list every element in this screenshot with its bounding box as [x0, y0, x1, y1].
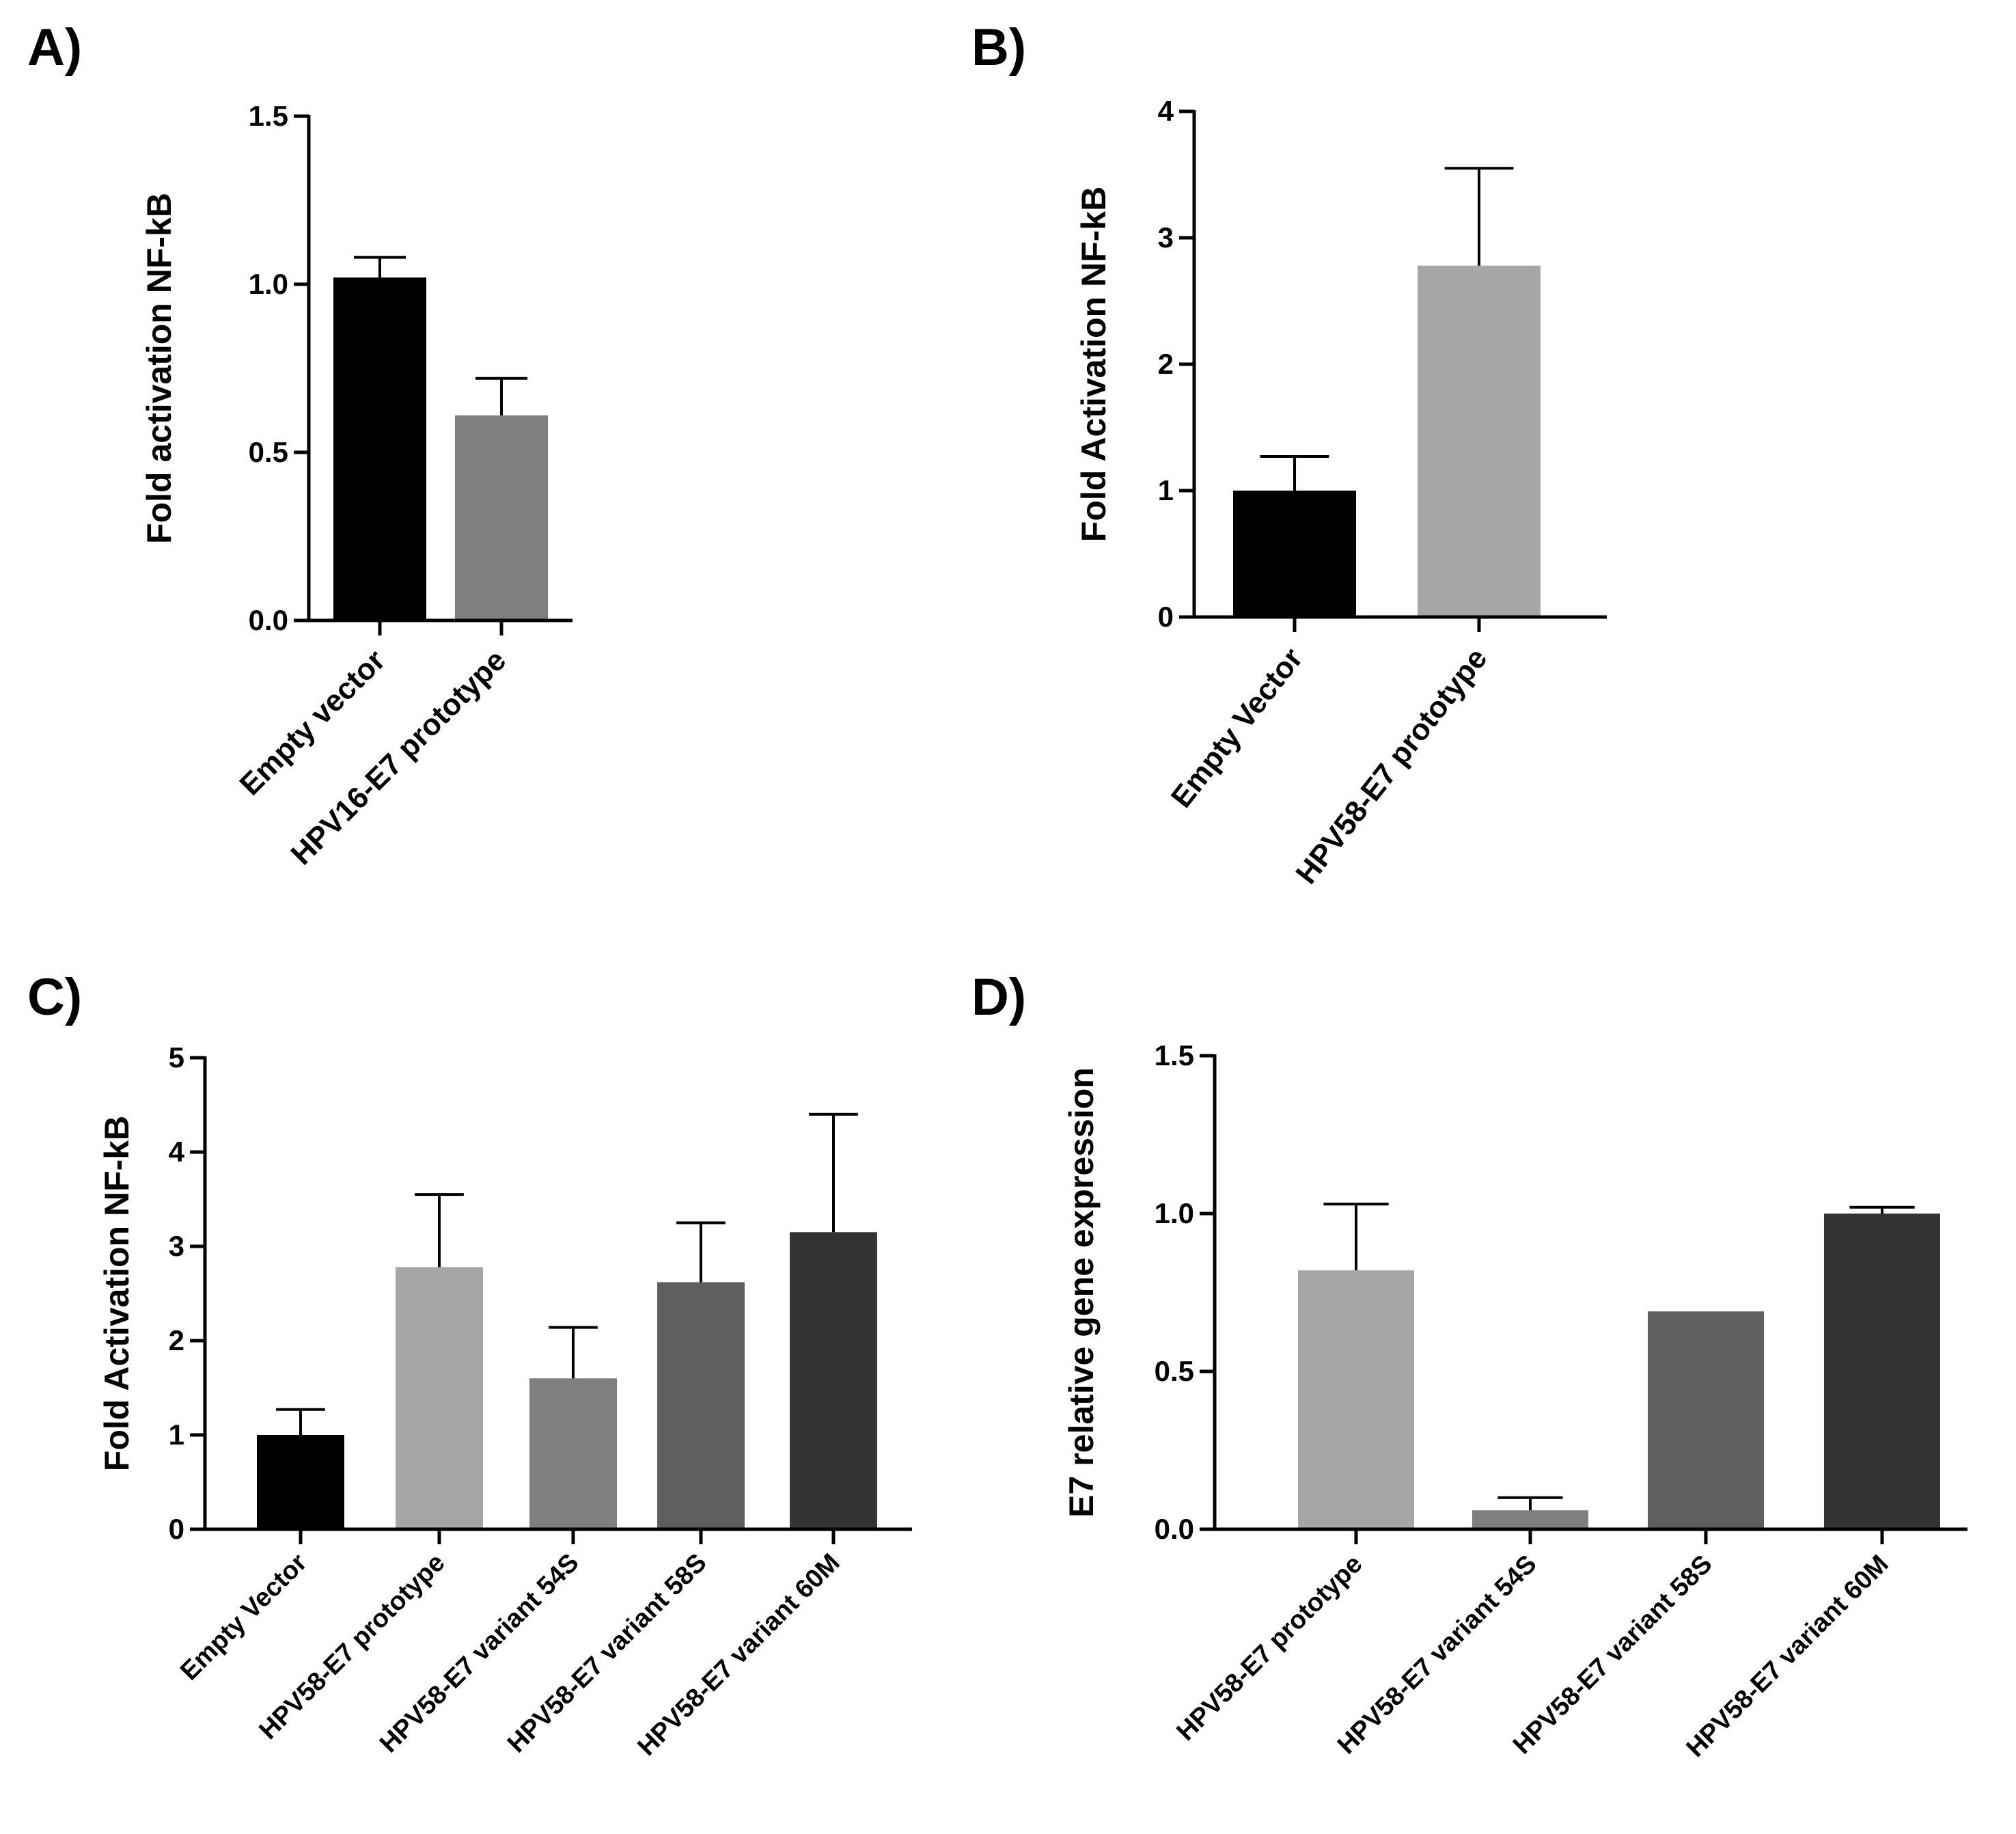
error-bar-2 — [475, 377, 528, 415]
panel-label: A) — [27, 18, 82, 77]
bar-1 — [257, 1435, 344, 1529]
panel-label: C) — [27, 968, 82, 1026]
bar-2 — [396, 1267, 483, 1529]
y-tick-label: 1 — [169, 1419, 184, 1451]
category-label-1: HPV58-E7 prototype — [1172, 1550, 1368, 1747]
error-bar-1 — [353, 256, 406, 278]
error-bar-4 — [1849, 1205, 1915, 1214]
y-tick-label: 4 — [169, 1136, 185, 1168]
bar-1 — [333, 277, 426, 620]
y-tick-label: 1.0 — [1155, 1197, 1194, 1229]
bar-1 — [1298, 1270, 1414, 1529]
y-tick-label: 0.0 — [249, 604, 288, 636]
y-tick-label: 1 — [1158, 474, 1174, 506]
category-label-1: Empty Vector — [175, 1548, 313, 1686]
chart-panel-D: D) E7 relative gene expression 0.0 0.5 1.0 1.… — [971, 968, 1967, 1763]
y-tick-label: 2 — [169, 1324, 184, 1356]
y-tick-label: 0 — [1158, 601, 1174, 633]
bar-2 — [1418, 265, 1541, 617]
panel-label: B) — [971, 18, 1026, 77]
y-axis-title: Fold Activation NF-kB — [1075, 187, 1113, 542]
chart-panel-A: A)Fold activation NF-kB0.00.51.01.5Empty… — [27, 18, 572, 871]
y-tick-label: 1.5 — [249, 100, 288, 132]
category-label-4: HPV58-E7 variant 60M — [1681, 1550, 1894, 1763]
y-axis-title: Fold activation NF-kB — [140, 193, 178, 544]
chart-panel-C: C) Fold Activation NF-kB 0 1 2 3 4 5 Empty Vecto… — [27, 968, 912, 1762]
y-tick-label: 0.0 — [1155, 1513, 1194, 1545]
y-tick-label: 3 — [1158, 221, 1174, 254]
error-bar-1 — [1260, 455, 1329, 491]
bar-5 — [790, 1232, 877, 1529]
bar-3 — [1648, 1311, 1764, 1529]
y-axis-title: E7 relative gene expression — [1062, 1067, 1101, 1518]
y-tick-label: 4 — [1158, 95, 1174, 127]
y-tick-label: 0.5 — [249, 436, 288, 468]
error-bar-4 — [676, 1221, 726, 1283]
bar-2 — [455, 415, 548, 620]
y-tick-label: 3 — [169, 1230, 184, 1262]
error-bar-3 — [549, 1326, 598, 1379]
category-label-2: HPV58-E7 variant 54S — [1332, 1550, 1543, 1760]
category-label-2: HPV16-E7 prototype — [285, 644, 513, 872]
y-tick-label: 1.5 — [1155, 1039, 1194, 1071]
bar-1 — [1233, 491, 1356, 617]
bar-4 — [1824, 1214, 1940, 1529]
error-bar-2 — [1444, 167, 1514, 266]
error-bar-1 — [276, 1408, 325, 1435]
error-bar-2 — [1497, 1496, 1563, 1511]
bar-3 — [529, 1378, 617, 1529]
y-tick-label: 0 — [169, 1513, 184, 1545]
y-tick-label: 2 — [1158, 348, 1174, 380]
category-label-3: HPV58-E7 variant 58S — [1508, 1550, 1718, 1760]
bar-4 — [657, 1282, 745, 1529]
y-tick-label: 5 — [169, 1041, 184, 1073]
error-bar-2 — [415, 1193, 464, 1268]
category-label-1: Empty Vector — [1165, 642, 1310, 814]
y-tick-label: 1.0 — [249, 268, 288, 300]
category-label-2: HPV58-E7 prototype — [1289, 642, 1493, 890]
bar-2 — [1472, 1510, 1588, 1529]
y-axis-title: Fold Activation NF-kB — [98, 1116, 136, 1471]
y-tick-label: 0.5 — [1155, 1355, 1194, 1387]
error-bar-1 — [1323, 1203, 1389, 1271]
panel-label: D) — [971, 968, 1026, 1026]
chart-panel-B: B) Fold Activation NF-kB 0 1 2 3 4 Empty Vector… — [971, 18, 1607, 890]
error-bar-5 — [809, 1112, 858, 1233]
